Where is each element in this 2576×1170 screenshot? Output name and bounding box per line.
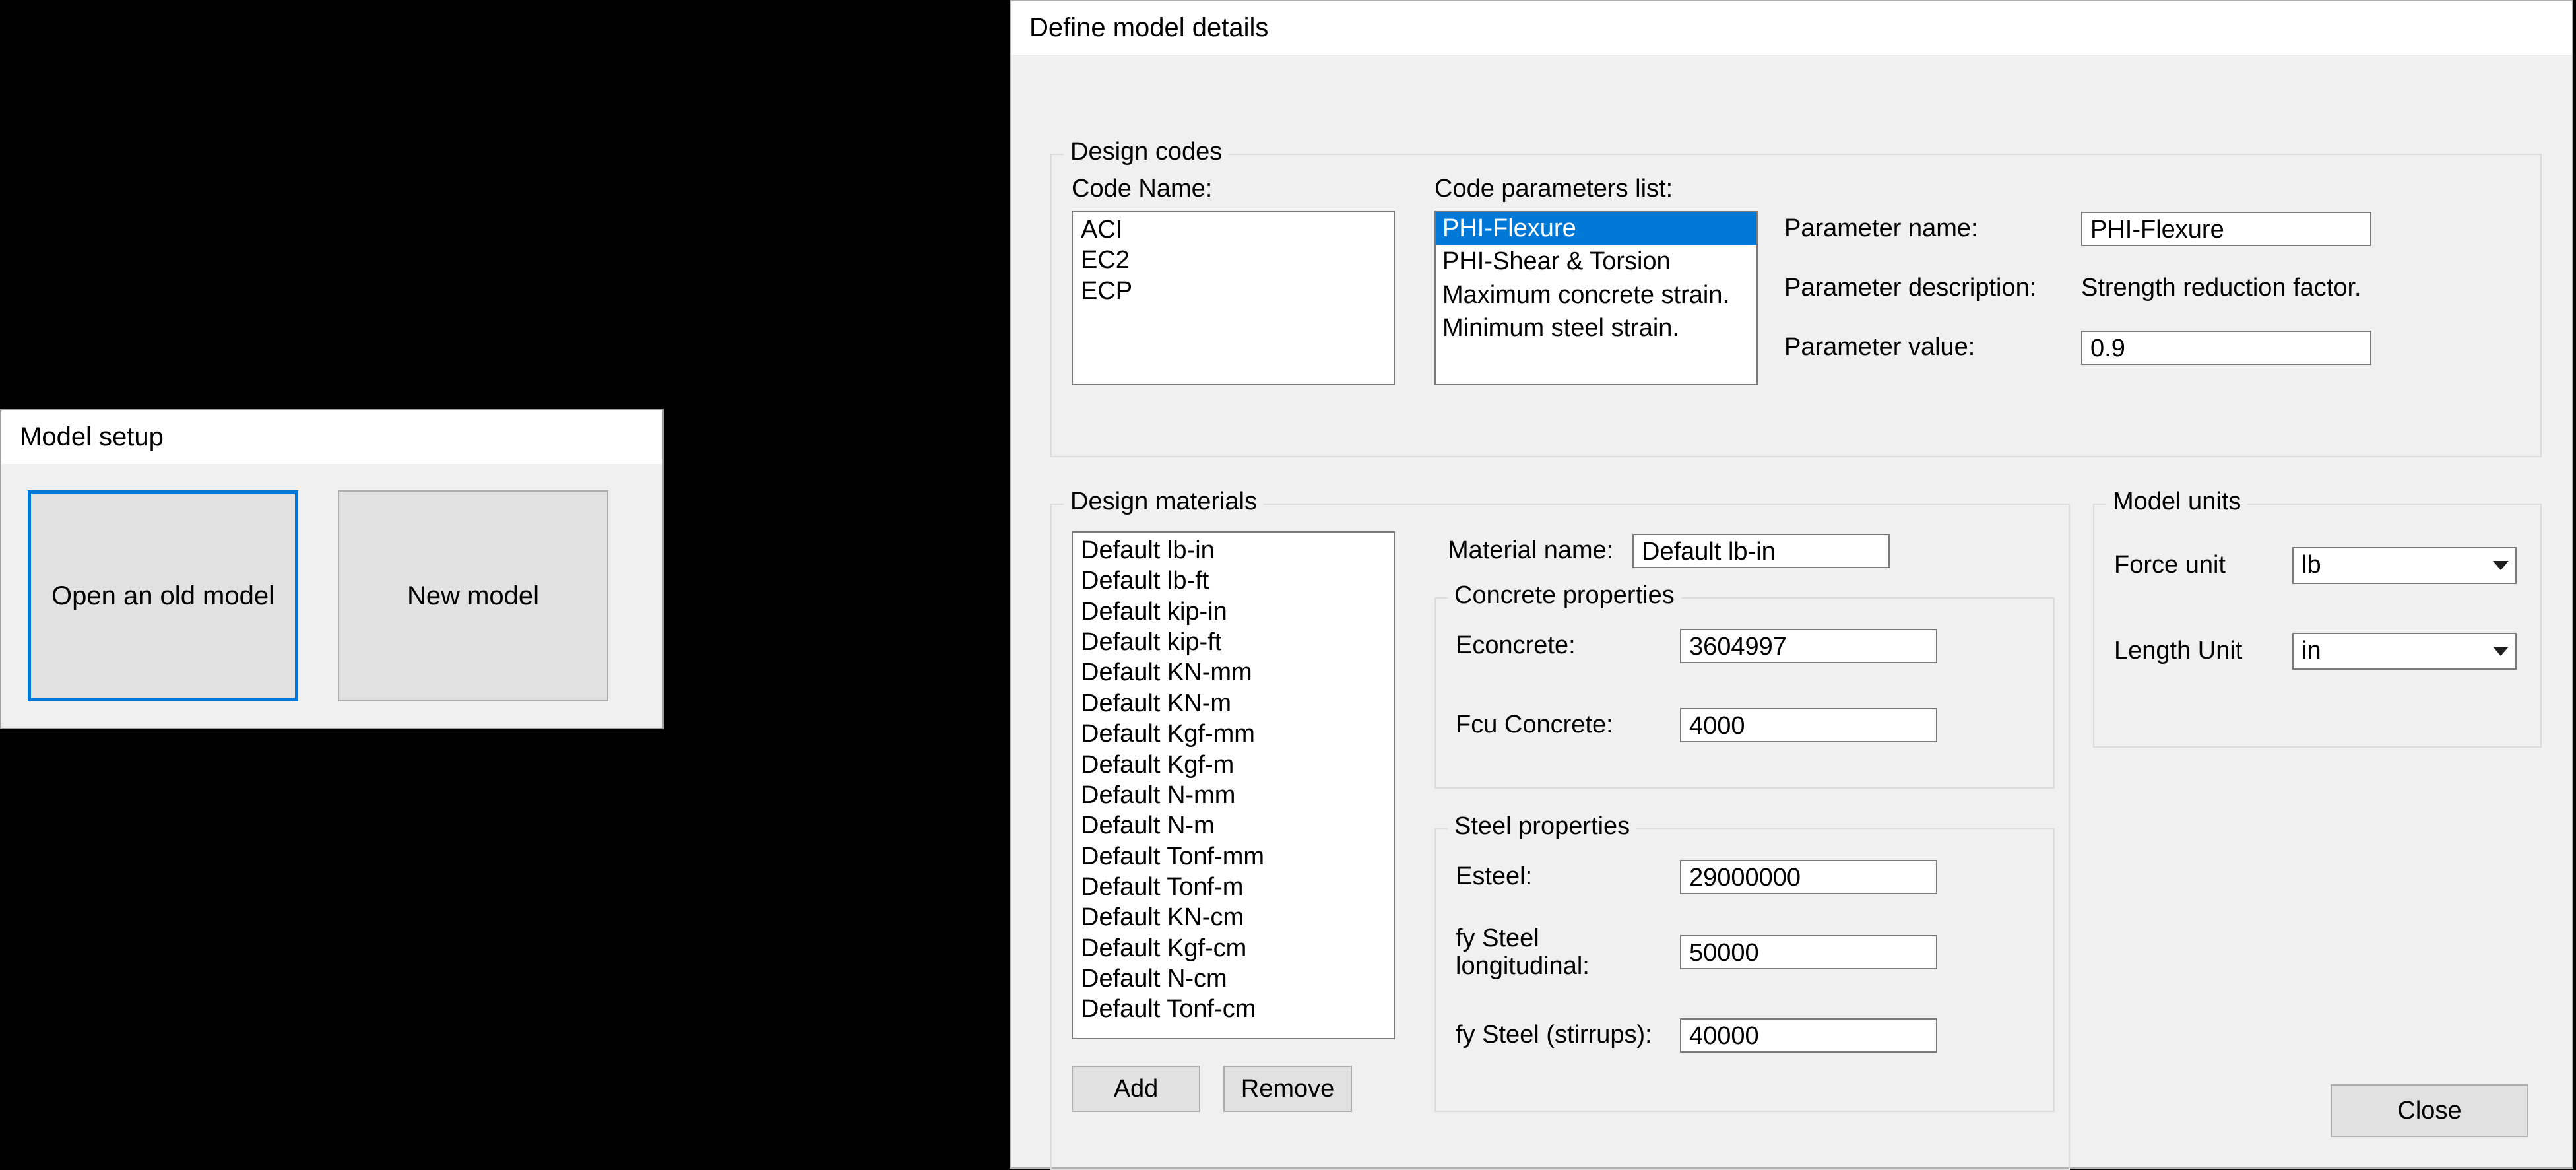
concrete-properties-group: Concrete properties Econcrete: 3604997 F… [1434,597,2055,789]
define-dialog-content: Design codes Code Name: ACIEC2ECP Code p… [1011,55,2572,101]
code-params-label: Code parameters list: [1434,175,1673,203]
close-button-label: Close [2397,1097,2461,1125]
parameter-description-label: Parameter description: [1784,274,2036,302]
material-item[interactable]: Default KN-mm [1077,657,1390,688]
material-item[interactable]: Default KN-m [1077,688,1390,719]
model-setup-title: Model setup [1,410,662,464]
esteel-label: Esteel: [1456,862,1532,891]
model-units-group: Model units Force unit lb Length Unit in [2093,504,2542,748]
parameter-name-label: Parameter name: [1784,214,1978,243]
parameter-description-value: Strength reduction factor. [2081,274,2362,302]
material-item[interactable]: Default Kgf-m [1077,750,1390,780]
fy-steel-longitudinal-label: fy Steel longitudinal: [1456,925,1667,981]
define-dialog-title: Define model details [1011,1,2572,55]
code-param-item[interactable]: PHI-Shear & Torsion [1436,245,1756,278]
design-codes-legend: Design codes [1064,138,1229,166]
force-unit-combobox[interactable]: lb [2292,547,2517,584]
material-item[interactable]: Default lb-in [1077,535,1390,566]
code-params-listbox[interactable]: PHI-FlexurePHI-Shear & TorsionMaximum co… [1434,211,1758,385]
parameter-value-label: Parameter value: [1784,333,1975,362]
material-item[interactable]: Default Kgf-cm [1077,933,1390,963]
concrete-properties-legend: Concrete properties [1448,581,1681,610]
material-item[interactable]: Default Kgf-mm [1077,719,1390,749]
open-old-model-button[interactable]: Open an old model [28,490,298,701]
design-codes-group: Design codes Code Name: ACIEC2ECP Code p… [1050,154,2542,457]
material-item[interactable]: Default N-cm [1077,963,1390,994]
material-item[interactable]: Default Tonf-m [1077,872,1390,902]
econcrete-field[interactable]: 3604997 [1680,629,1937,663]
material-item[interactable]: Default Tonf-mm [1077,841,1390,872]
length-unit-value: in [2302,637,2321,665]
material-item[interactable]: Default lb-ft [1077,566,1390,596]
code-name-label: Code Name: [1072,175,1212,203]
fcu-concrete-label: Fcu Concrete: [1456,711,1613,739]
code-name-listbox[interactable]: ACIEC2ECP [1072,211,1395,385]
material-name-label: Material name: [1448,536,1613,565]
steel-properties-group: Steel properties Esteel: 29000000 fy Ste… [1434,828,2055,1112]
material-item[interactable]: Default N-m [1077,810,1390,841]
add-button-label: Add [1114,1075,1159,1103]
code-name-item[interactable]: EC2 [1077,245,1390,275]
esteel-field[interactable]: 29000000 [1680,860,1937,894]
define-model-details-dialog: Define model details Design codes Code N… [1010,0,2573,1169]
parameter-value-field[interactable]: 0.9 [2081,331,2371,365]
add-material-button[interactable]: Add [1072,1066,1200,1112]
materials-listbox[interactable]: Default lb-inDefault lb-ftDefault kip-in… [1072,531,1395,1039]
remove-material-button[interactable]: Remove [1223,1066,1352,1112]
code-param-item[interactable]: PHI-Flexure [1436,212,1756,245]
material-name-field[interactable]: Default lb-in [1632,534,1890,568]
material-item[interactable]: Default Tonf-cm [1077,994,1390,1024]
design-materials-legend: Design materials [1064,488,1264,516]
fy-steel-stirrups-label: fy Steel (stirrups): [1456,1021,1652,1049]
material-item[interactable]: Default KN-cm [1077,902,1390,932]
code-name-item[interactable]: ECP [1077,276,1390,306]
model-units-legend: Model units [2106,488,2247,516]
material-item[interactable]: Default kip-in [1077,597,1390,627]
material-item[interactable]: Default kip-ft [1077,627,1390,657]
chevron-down-icon [2493,561,2509,570]
code-param-item[interactable]: Maximum concrete strain. [1436,278,1756,311]
force-unit-label: Force unit [2114,551,2226,579]
length-unit-label: Length Unit [2114,637,2242,665]
chevron-down-icon [2493,647,2509,656]
fy-steel-stirrups-field[interactable]: 40000 [1680,1018,1937,1053]
remove-button-label: Remove [1241,1075,1335,1103]
fy-steel-longitudinal-field[interactable]: 50000 [1680,935,1937,969]
force-unit-value: lb [2302,551,2321,579]
model-setup-body: Open an old model New model [1,464,662,728]
code-param-item[interactable]: Minimum steel strain. [1436,311,1756,344]
fcu-concrete-field[interactable]: 4000 [1680,708,1937,742]
material-item[interactable]: Default N-mm [1077,780,1390,810]
design-materials-group: Design materials Default lb-inDefault lb… [1050,504,2070,1170]
new-model-button[interactable]: New model [338,490,608,701]
open-old-model-label: Open an old model [51,580,274,612]
new-model-label: New model [407,580,539,612]
parameter-name-field[interactable]: PHI-Flexure [2081,212,2371,246]
close-button[interactable]: Close [2331,1084,2528,1137]
steel-properties-legend: Steel properties [1448,812,1636,841]
model-setup-dialog: Model setup Open an old model New model [0,409,664,729]
length-unit-combobox[interactable]: in [2292,633,2517,670]
code-name-item[interactable]: ACI [1077,214,1390,245]
econcrete-label: Econcrete: [1456,632,1576,660]
